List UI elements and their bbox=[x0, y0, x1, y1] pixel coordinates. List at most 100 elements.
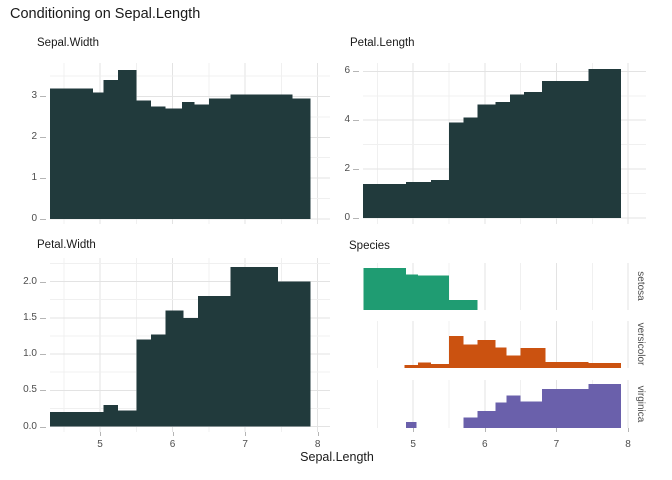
bar-segment bbox=[542, 388, 589, 428]
panel-title-sepal-width: Sepal.Width bbox=[37, 37, 100, 49]
bar-segment bbox=[165, 108, 183, 219]
bar-segment bbox=[448, 299, 478, 310]
bar-segment bbox=[588, 68, 621, 218]
bar-segment bbox=[506, 355, 521, 368]
species-virginica-histogram bbox=[376, 380, 629, 428]
tick-mark bbox=[100, 432, 102, 436]
bar-segment bbox=[150, 334, 166, 427]
bar-segment bbox=[509, 94, 525, 218]
bar-segment bbox=[118, 69, 137, 219]
bar-segment bbox=[103, 404, 119, 427]
tick-mark bbox=[40, 281, 46, 283]
tick-mark bbox=[245, 432, 247, 436]
y-tick-label: 4 bbox=[344, 114, 350, 126]
bar-segment bbox=[431, 364, 449, 368]
plot-title: Conditioning on Sepal.Length bbox=[10, 6, 201, 22]
bar-segment bbox=[404, 364, 419, 368]
bar-segment bbox=[463, 417, 478, 428]
bar-segment bbox=[448, 335, 464, 368]
x-tick-label: 7 bbox=[242, 439, 248, 450]
tick-mark bbox=[40, 426, 46, 428]
tick-mark bbox=[628, 428, 630, 432]
bar-segment bbox=[418, 362, 432, 368]
y-tick-label: 1 bbox=[31, 172, 37, 184]
bar-segment bbox=[542, 81, 589, 218]
bar-segment bbox=[520, 348, 546, 368]
tick-mark bbox=[413, 428, 415, 432]
y-tick-label: 0 bbox=[31, 213, 37, 224]
x-tick-label: 7 bbox=[553, 439, 560, 450]
bar-segment bbox=[165, 310, 184, 427]
tick-mark bbox=[40, 178, 46, 180]
bar-segment bbox=[197, 296, 231, 427]
tick-mark bbox=[40, 137, 46, 139]
y-tick-label: 2 bbox=[344, 163, 350, 175]
tick-mark bbox=[484, 428, 486, 432]
tick-mark bbox=[353, 169, 359, 171]
tick-mark bbox=[40, 219, 46, 220]
bar-segment bbox=[506, 395, 521, 428]
bar-segment bbox=[495, 101, 510, 218]
y-tick-label: 3 bbox=[31, 90, 37, 102]
facet-strip-label-virginica: virginica bbox=[635, 385, 646, 423]
species-setosa-histogram bbox=[363, 263, 629, 310]
sepal-width-histogram bbox=[50, 63, 330, 224]
tick-mark bbox=[556, 428, 558, 432]
bar-segment bbox=[277, 281, 311, 427]
bar-segment bbox=[230, 94, 293, 219]
petal-length-histogram bbox=[363, 63, 646, 224]
x-tick-label: 8 bbox=[314, 439, 321, 450]
tick-mark bbox=[40, 317, 46, 319]
panel-title-petal-length: Petal.Length bbox=[350, 37, 415, 49]
bar-segment bbox=[545, 361, 589, 368]
bar-segment bbox=[230, 267, 278, 427]
x-tick-label: 6 bbox=[169, 439, 176, 450]
tick-mark bbox=[40, 354, 46, 356]
y-tick-label: 1.5 bbox=[23, 311, 37, 323]
bar-segment bbox=[405, 274, 419, 310]
y-tick-label: 0.5 bbox=[23, 384, 37, 396]
bar-segment bbox=[50, 412, 104, 427]
bar-segment bbox=[136, 100, 151, 219]
y-tick-label: 0 bbox=[344, 212, 350, 223]
panel-title-species: Species bbox=[349, 240, 390, 252]
x-tick-label: 8 bbox=[625, 439, 631, 450]
bar-segment bbox=[136, 339, 151, 427]
facet-strip-label-setosa: setosa bbox=[635, 271, 646, 301]
tick-mark bbox=[40, 390, 46, 392]
bar-segment bbox=[495, 347, 507, 368]
tick-mark bbox=[40, 96, 46, 98]
tick-mark bbox=[353, 71, 359, 73]
bar-segment bbox=[292, 98, 311, 219]
bar-segment bbox=[363, 267, 406, 310]
bar-segment bbox=[477, 104, 496, 218]
tick-mark bbox=[172, 432, 174, 436]
bar-segment bbox=[50, 88, 93, 220]
bar-segment bbox=[363, 183, 406, 218]
bar-segment bbox=[524, 92, 543, 218]
x-tick-label: 5 bbox=[410, 439, 416, 450]
y-tick-label: 6 bbox=[344, 65, 350, 77]
bar-segment bbox=[405, 422, 417, 428]
bar-segment bbox=[92, 92, 104, 219]
y-tick-label: 1.0 bbox=[23, 348, 37, 360]
y-tick-label: 2.0 bbox=[23, 275, 37, 287]
bar-segment bbox=[463, 117, 478, 218]
bar-segment bbox=[118, 410, 137, 427]
species-versicolor-histogram bbox=[376, 321, 629, 368]
x-axis-title: Sepal.Length bbox=[300, 450, 374, 464]
y-tick-label: 0.0 bbox=[23, 420, 37, 432]
bar-segment bbox=[463, 344, 478, 368]
bar-segment bbox=[520, 401, 543, 428]
bar-segment bbox=[405, 182, 432, 218]
x-tick-label: 5 bbox=[97, 439, 103, 450]
petal-width-histogram bbox=[50, 258, 330, 432]
bar-segment bbox=[495, 402, 507, 428]
bar-segment bbox=[208, 98, 231, 219]
bar-segment bbox=[418, 275, 449, 310]
x-tick-label: 6 bbox=[482, 439, 488, 450]
y-tick-label: 2 bbox=[31, 131, 37, 143]
bar-segment bbox=[182, 101, 195, 219]
bar-segment bbox=[103, 80, 119, 220]
